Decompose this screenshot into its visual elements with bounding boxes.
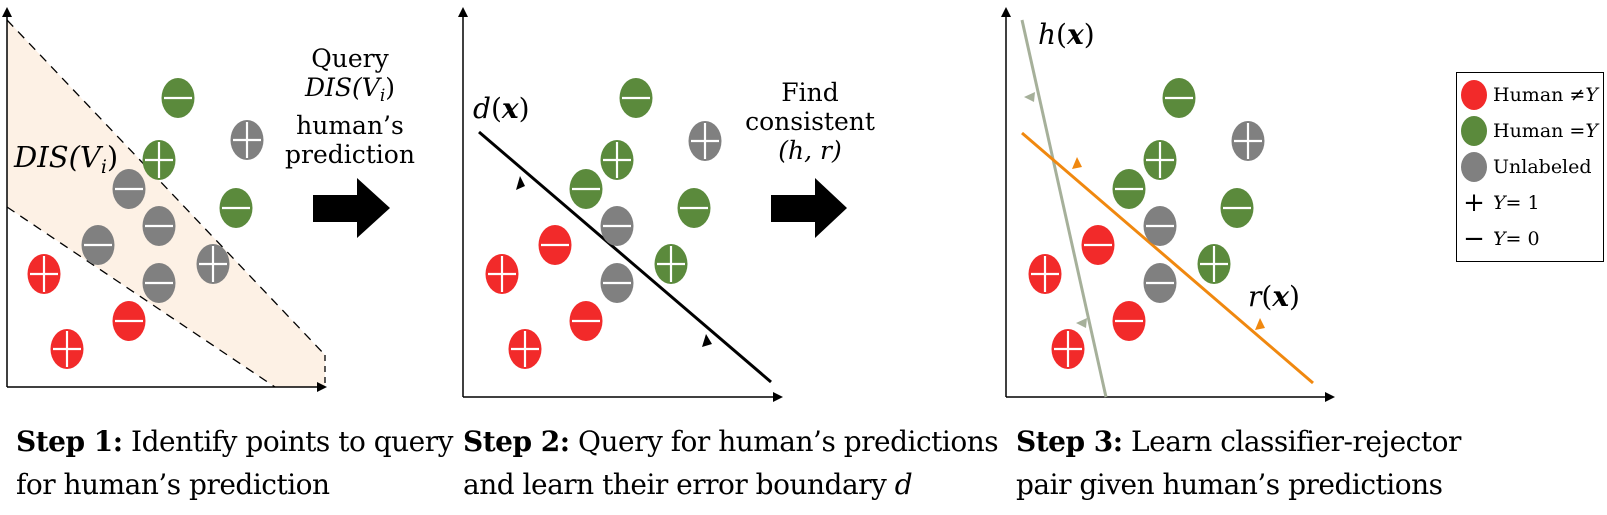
plus-icon: +: [1463, 188, 1485, 218]
legend-item-y1: + Y = 1: [1461, 185, 1603, 221]
process-arrow-1: [313, 178, 390, 238]
red-dot-icon: [1461, 80, 1487, 110]
data-points: [485, 78, 722, 369]
classifier-line: [1020, 19, 1108, 398]
legend-item-human-wrong: Human ≠ Y: [1461, 77, 1603, 113]
arrow1-line-dis: DIS(Vi): [304, 73, 396, 106]
classifier-label: h(x): [1038, 18, 1095, 51]
legend-item-human-right: Human = Y: [1461, 113, 1603, 149]
legend-item-unlabeled: Unlabeled: [1461, 149, 1603, 185]
rejector-label: r(x): [1248, 280, 1300, 313]
arrow2-line-consistent: consistent: [745, 107, 875, 136]
legend-item-y0: − Y = 0: [1461, 221, 1603, 257]
classifier-normal-arrow: [1076, 318, 1087, 328]
boundary-normal-arrow: [516, 176, 525, 190]
arrow2-line-hr: (h, r): [778, 136, 842, 165]
rejector-normal-arrow: [1072, 157, 1082, 169]
arrow1-line-human: human’s: [296, 111, 404, 140]
step-label: Step 1:: [16, 425, 123, 458]
arrow1-line-prediction: prediction: [285, 140, 415, 169]
dis-upper-boundary: [6, 19, 326, 356]
disagreement-region: [7, 20, 325, 387]
caption-step2: Step 2: Query for human’s predictions an…: [463, 425, 999, 501]
step-label: Step 2:: [463, 425, 570, 458]
arrow2-line-find: Find: [781, 78, 839, 107]
dis-region-label: DIS(Vi): [14, 140, 119, 178]
data-points: [1028, 78, 1265, 369]
rejector-line: [1021, 131, 1314, 385]
caption-step3: Step 3: Learn classifier-rejector pair g…: [1016, 425, 1461, 501]
panel-step1: [2, 7, 327, 392]
panel-step3: [1001, 7, 1335, 402]
rejector-normal-arrow: [1255, 318, 1265, 330]
arrow1-label: Query DIS(Vi) human’s prediction: [280, 44, 420, 169]
arrow1-line-query: Query: [311, 44, 389, 73]
gray-dot-icon: [1461, 152, 1487, 182]
panel-step2: [458, 7, 783, 402]
process-arrow-2: [771, 178, 847, 238]
green-dot-icon: [1461, 116, 1487, 146]
boundary-normal-arrow: [702, 334, 712, 347]
caption-step1: Step 1: Identify points to query for hum…: [16, 425, 453, 501]
error-boundary-label: d(x): [473, 92, 530, 125]
data-points: [27, 78, 264, 369]
error-boundary-line: [478, 130, 772, 384]
legend: Human ≠ Y Human = Y Unlabeled + Y = 1 − …: [1456, 72, 1604, 262]
minus-icon: −: [1463, 224, 1485, 254]
classifier-normal-arrow: [1024, 92, 1035, 102]
dis-lower-boundary: [6, 206, 276, 388]
step-label: Step 3:: [1016, 425, 1123, 458]
arrow2-label: Find consistent (h, r): [735, 78, 885, 165]
